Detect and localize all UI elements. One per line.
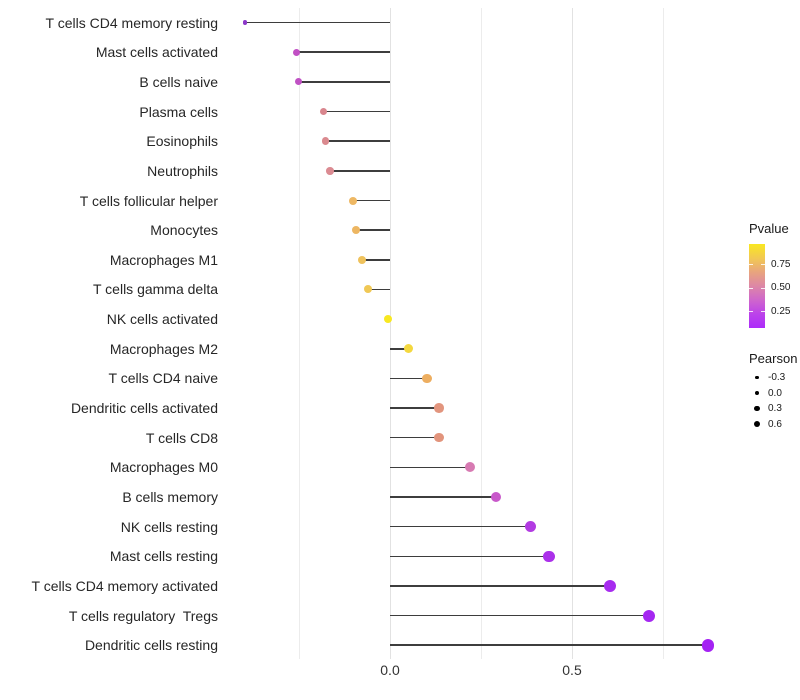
- category-label: Dendritic cells activated: [70, 400, 218, 417]
- gridline: [662, 8, 664, 659]
- gridline: [298, 8, 300, 659]
- lollipop-stem: [390, 466, 471, 469]
- lollipop-dot: [525, 521, 537, 533]
- pearson-legend-title: Pearson: [749, 351, 798, 366]
- pearson-size-label: 0.6: [768, 418, 782, 430]
- pvalue-legend-title: Pvalue: [749, 221, 789, 236]
- lollipop-stem: [390, 347, 409, 350]
- lollipop-stem: [390, 407, 440, 409]
- colorbar-tick-label: 0.50: [771, 282, 791, 294]
- category-label: Eosinophils: [146, 133, 218, 150]
- colorbar-tick: [749, 311, 753, 313]
- colorbar-tick: [749, 287, 753, 289]
- pearson-size-dot: [754, 405, 760, 412]
- lollipop-dot: [349, 196, 358, 205]
- lollipop-dot: [351, 226, 360, 235]
- lollipop-stem: [362, 259, 390, 261]
- lollipop-dot: [358, 255, 367, 264]
- category-label: Macrophages M1: [109, 251, 218, 268]
- lollipop-dot: [404, 344, 414, 354]
- lollipop-dot: [326, 167, 334, 175]
- lollipop-stem: [298, 81, 390, 83]
- category-label: T cells regulatory Tregs: [68, 607, 218, 624]
- category-label: T cells CD8: [145, 429, 218, 446]
- category-label: B cells naive: [139, 73, 218, 90]
- lollipop-dot: [319, 107, 328, 116]
- category-label: T cells follicular helper: [79, 192, 218, 209]
- pvalue-colorbar: [749, 244, 765, 328]
- lollipop-stem: [325, 140, 390, 142]
- colorbar-tick: [761, 287, 765, 289]
- category-label: Mast cells resting: [109, 548, 218, 565]
- lollipop-dot: [242, 20, 248, 25]
- lollipop-dot: [543, 550, 555, 563]
- lollipop-stem: [390, 585, 610, 587]
- lollipop-dot: [701, 639, 715, 652]
- colorbar-tick-label: 0.25: [771, 305, 791, 317]
- lollipop-stem: [390, 644, 708, 647]
- lollipop-dot: [364, 285, 373, 294]
- lollipop-dot: [465, 462, 476, 473]
- pearson-size-label: 0.0: [768, 387, 782, 399]
- lollipop-stem: [296, 51, 390, 54]
- lollipop-dot: [422, 373, 432, 384]
- pearson-size-dot: [753, 420, 761, 428]
- category-label: Neutrophils: [147, 162, 218, 179]
- lollipop-stem: [329, 170, 390, 172]
- colorbar-tick: [761, 311, 765, 313]
- category-label: Plasma cells: [139, 103, 218, 120]
- colorbar-tick-label: 0.75: [771, 258, 791, 270]
- gridline: [571, 8, 573, 659]
- lollipop-stem: [390, 555, 550, 558]
- lollipop-stem: [390, 496, 496, 498]
- gridline: [480, 8, 482, 659]
- colorbar-tick: [749, 264, 753, 266]
- category-label: NK cells resting: [120, 518, 218, 535]
- lollipop-stem: [368, 288, 390, 291]
- pearson-size-dot: [754, 390, 760, 396]
- lollipop-dot: [295, 78, 303, 86]
- lollipop-stem: [245, 21, 390, 24]
- lollipop-dot: [321, 137, 330, 145]
- category-label: Monocytes: [150, 222, 218, 239]
- category-label: Macrophages M0: [109, 459, 218, 476]
- category-label: T cells CD4 memory resting: [45, 14, 218, 31]
- category-label: T cells gamma delta: [92, 281, 218, 298]
- category-label: Dendritic cells resting: [84, 637, 218, 654]
- category-label: Mast cells activated: [95, 44, 218, 61]
- category-label: T cells CD4 naive: [108, 370, 218, 387]
- pearson-size-label: -0.3: [768, 372, 786, 383]
- lollipop-stem: [355, 229, 390, 231]
- x-tick-label: 0.0: [380, 662, 400, 678]
- pearson-size-dot: [755, 375, 759, 380]
- gridline: [389, 8, 391, 659]
- lollipop-dot: [434, 403, 444, 413]
- lollipop-stem: [390, 436, 440, 439]
- lollipop-dot: [434, 432, 444, 443]
- pearson-size-label: 0.3: [768, 403, 782, 414]
- lollipop-dot: [643, 609, 656, 622]
- x-tick-label: 0.5: [562, 662, 582, 678]
- lollipop-dot: [603, 579, 616, 592]
- lollipop-stem: [390, 377, 428, 380]
- lollipop-stem: [390, 525, 531, 528]
- category-label: B cells memory: [122, 489, 218, 505]
- lollipop-dot: [383, 314, 393, 324]
- category-label: Macrophages M2: [109, 340, 218, 357]
- lollipop-stem: [353, 199, 390, 202]
- category-label: NK cells activated: [106, 311, 218, 328]
- colorbar-tick: [761, 264, 765, 266]
- lollipop-stem: [323, 110, 390, 113]
- lollipop-dot: [490, 491, 502, 503]
- lollipop-dot: [292, 48, 300, 56]
- lollipop-stem: [390, 614, 650, 617]
- category-label: T cells CD4 memory activated: [31, 577, 218, 594]
